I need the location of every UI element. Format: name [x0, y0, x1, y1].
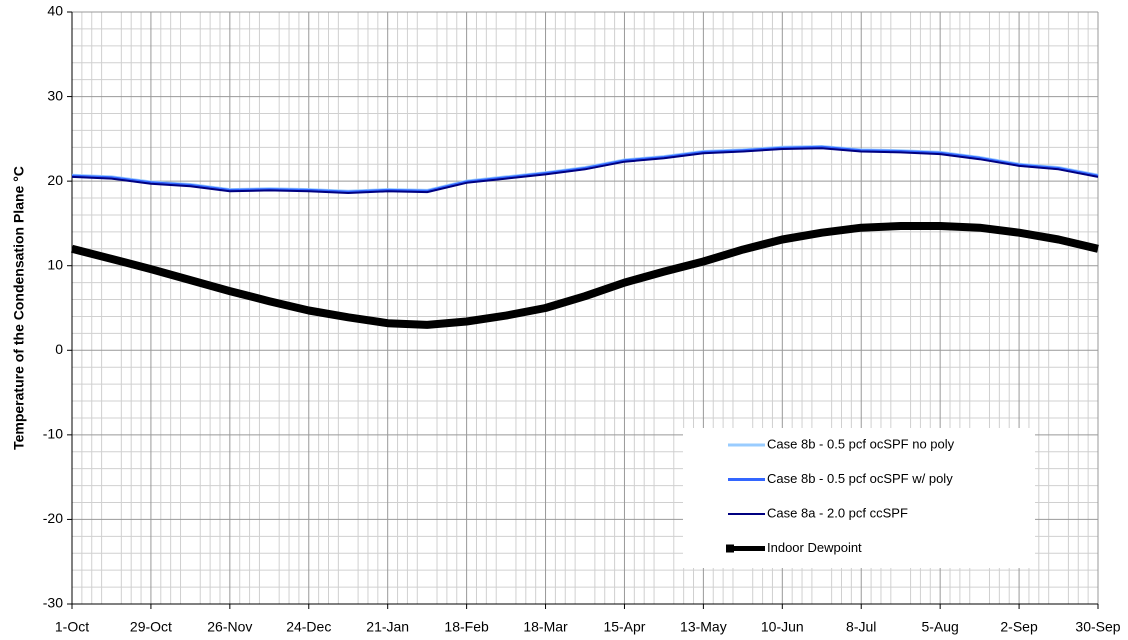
- series-line: [71, 222, 1099, 329]
- legend-label: Case 8a - 2.0 pcf ccSPF: [767, 505, 908, 520]
- y-tick-label: 30: [47, 87, 63, 103]
- y-tick-label: 0: [55, 341, 63, 357]
- series-line: [71, 147, 1099, 194]
- y-axis-label: Temperature of the Condensation Plane °C: [11, 166, 27, 450]
- y-tick-label: 20: [47, 172, 63, 188]
- x-tick-label: 1-Oct: [55, 619, 89, 635]
- y-tick-label: -20: [43, 510, 63, 526]
- x-tick-label: 18-Feb: [444, 619, 489, 635]
- legend-box: [683, 428, 1035, 568]
- legend-label: Case 8b - 0.5 pcf ocSPF no poly: [767, 436, 955, 451]
- x-tick-label: 10-Jun: [761, 619, 804, 635]
- legend-label: Indoor Dewpoint: [767, 540, 862, 555]
- x-tick-label: 30-Sep: [1075, 619, 1120, 635]
- x-tick-label: 2-Sep: [1000, 619, 1038, 635]
- x-tick-label: 15-Apr: [603, 619, 645, 635]
- x-tick-label: 18-Mar: [523, 619, 568, 635]
- x-tick-label: 24-Dec: [286, 619, 331, 635]
- y-tick-label: -10: [43, 426, 63, 442]
- x-tick-label: 8-Jul: [846, 619, 876, 635]
- legend-label: Case 8b - 0.5 pcf ocSPF w/ poly: [767, 471, 953, 486]
- y-tick-label: 40: [47, 3, 63, 19]
- x-tick-label: 21-Jan: [366, 619, 409, 635]
- legend-marker: [726, 544, 734, 553]
- y-tick-label: 10: [47, 256, 63, 272]
- x-tick-label: 26-Nov: [207, 619, 252, 635]
- x-tick-label: 29-Oct: [130, 619, 172, 635]
- x-tick-label: 5-Aug: [921, 619, 958, 635]
- x-tick-label: 13-May: [680, 619, 727, 635]
- y-tick-label: -30: [43, 595, 63, 611]
